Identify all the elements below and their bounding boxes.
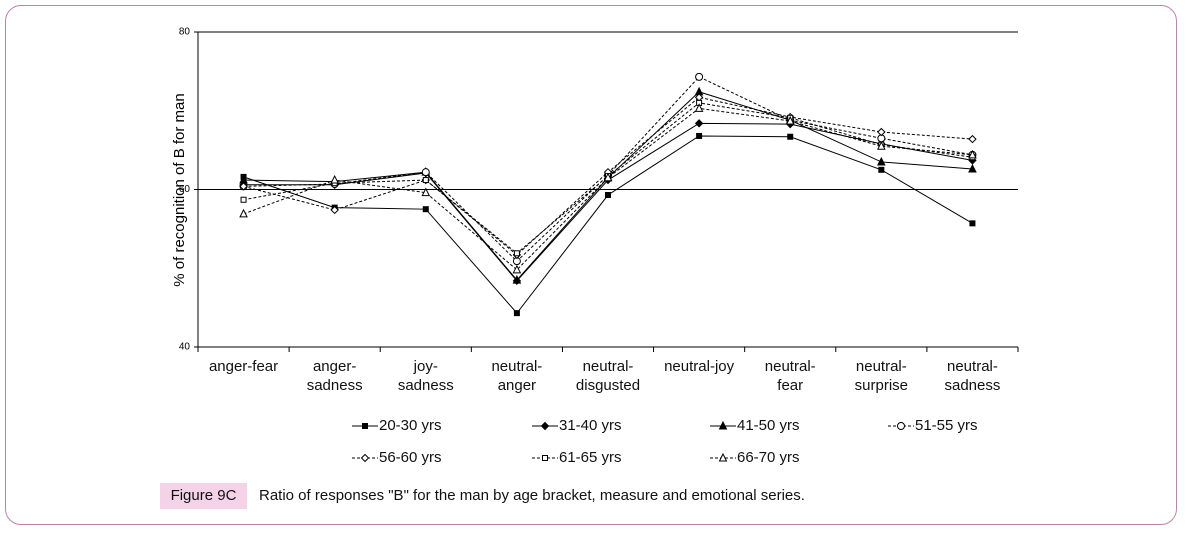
marker — [239, 208, 248, 218]
marker — [605, 192, 611, 199]
marker — [877, 156, 886, 166]
legend-label: 56-60 yrs — [379, 449, 442, 466]
legend-label: 41-50 yrs — [737, 417, 800, 434]
legend-label: 51-55 yrs — [915, 417, 978, 434]
marker — [330, 174, 339, 184]
x-tick-label: anger-fear — [208, 358, 279, 375]
series-line — [243, 135, 973, 314]
marker — [968, 134, 977, 144]
marker — [512, 274, 522, 284]
marker — [421, 187, 431, 197]
x-tick-label: neutral- sadness — [944, 358, 1001, 394]
y-tick-label: 60 — [179, 184, 191, 195]
y-axis-label: % of recognition of B for man — [171, 93, 188, 286]
marker — [694, 119, 704, 128]
marker — [897, 422, 905, 430]
marker — [540, 421, 550, 431]
marker — [240, 196, 247, 203]
marker — [696, 132, 703, 139]
marker — [330, 205, 339, 215]
legend-label: 20-30 yrs — [379, 417, 442, 434]
x-tick-label: neutral- fear — [764, 358, 816, 394]
marker — [969, 220, 976, 227]
x-tick-label: neutral-joy — [664, 358, 735, 375]
x-tick-label: neutral- surprise — [854, 358, 908, 394]
x-tick-label: neutral- disgusted — [575, 358, 641, 394]
marker — [512, 264, 522, 274]
marker — [513, 310, 520, 317]
series-line — [243, 122, 973, 282]
marker — [513, 250, 520, 257]
marker — [968, 149, 977, 159]
legend-label: 31-40 yrs — [559, 417, 622, 434]
marker — [877, 141, 886, 150]
x-tick-label: anger- sadness — [306, 358, 363, 394]
caption-label: Figure 9C — [160, 483, 247, 509]
marker — [787, 133, 794, 140]
marker — [878, 166, 885, 173]
x-tick-label: neutral- anger — [491, 358, 543, 394]
marker — [695, 72, 704, 81]
marker — [603, 172, 613, 182]
marker — [785, 115, 795, 125]
marker — [694, 103, 704, 112]
legend-item — [710, 420, 736, 430]
x-tick-label: joy- sadness — [397, 358, 454, 394]
legend-item — [352, 423, 378, 429]
marker — [422, 177, 429, 184]
marker — [718, 420, 728, 430]
marker — [422, 206, 429, 213]
marker — [360, 453, 370, 463]
legend-item — [532, 421, 558, 431]
caption-text: Ratio of responses "B" for the man by ag… — [259, 487, 805, 504]
marker — [542, 455, 548, 461]
marker — [968, 163, 977, 173]
legend-label: 61-65 yrs — [559, 449, 622, 466]
legend-item — [352, 453, 378, 463]
series-line — [243, 91, 973, 281]
marker — [877, 127, 886, 137]
legend-item — [888, 422, 914, 430]
marker — [239, 182, 248, 191]
marker — [421, 168, 430, 177]
marker — [718, 452, 728, 462]
y-tick-label: 40 — [179, 342, 191, 353]
legend-item — [532, 455, 558, 461]
marker — [362, 423, 368, 429]
series-line — [243, 107, 973, 271]
y-tick-label: 80 — [179, 27, 191, 38]
legend-label: 66-70 yrs — [737, 449, 800, 466]
figure-frame — [5, 5, 1177, 525]
legend-item — [710, 452, 736, 462]
